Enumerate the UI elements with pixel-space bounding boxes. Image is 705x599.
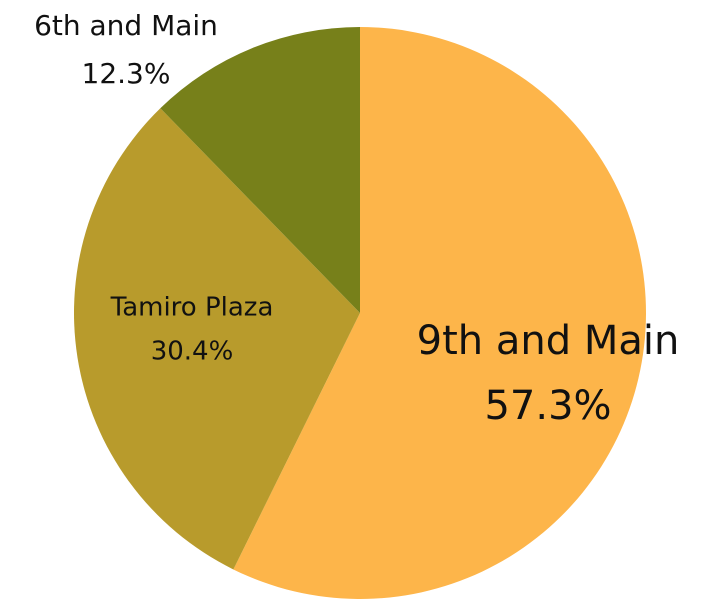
- pie-slice: [74, 108, 360, 570]
- slice-label: Tamiro Plaza: [110, 293, 274, 323]
- pie-slice: [160, 27, 360, 313]
- slice-label: 9th and Main: [417, 318, 680, 364]
- pie-slice: [233, 27, 646, 599]
- slice-value-label: 30.4%: [151, 337, 234, 367]
- slice-value-label: 57.3%: [484, 383, 611, 429]
- slice-value-label: 12.3%: [82, 57, 171, 90]
- slice-label: 6th and Main: [34, 9, 218, 42]
